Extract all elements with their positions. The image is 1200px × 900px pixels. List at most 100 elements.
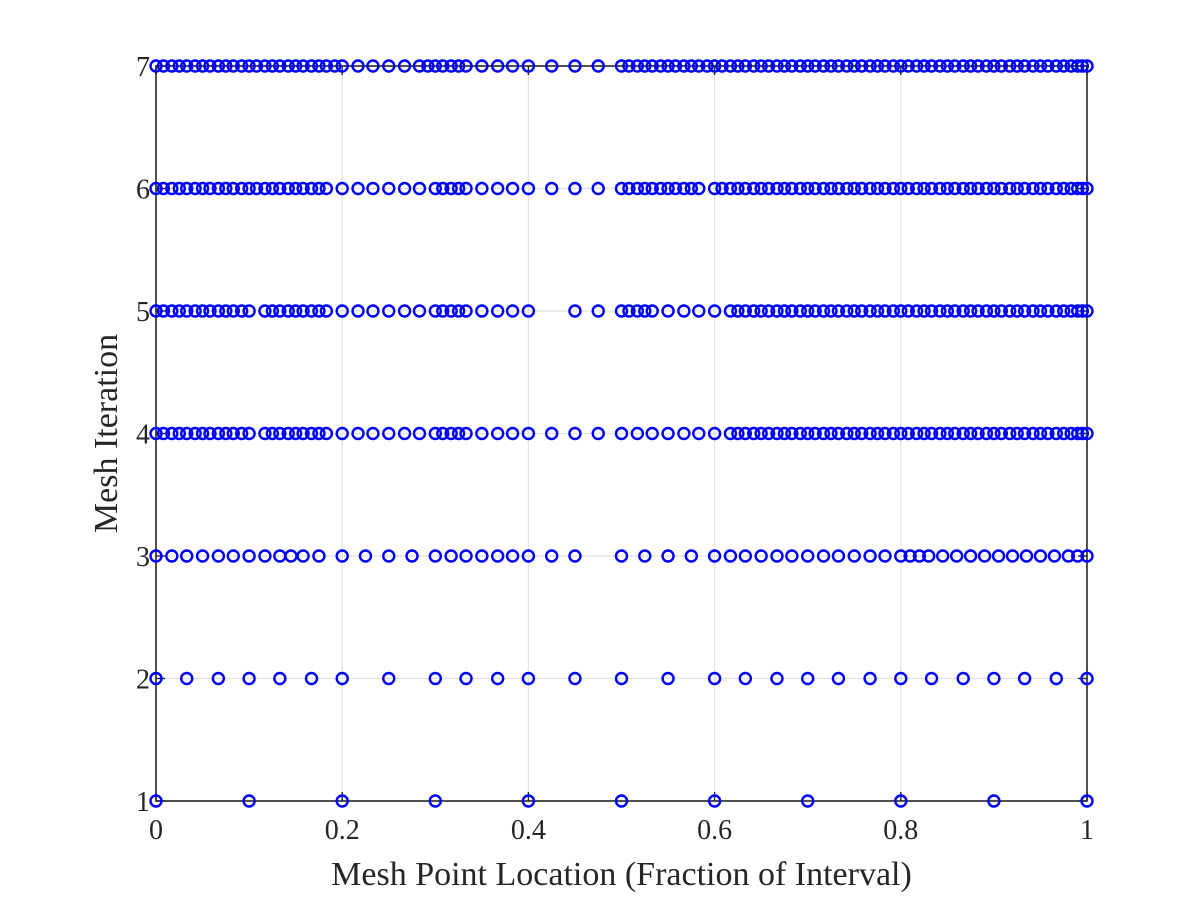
mesh-point — [854, 304, 869, 318]
mesh-point — [661, 549, 675, 563]
mesh-point — [156, 59, 171, 73]
mesh-point — [731, 426, 745, 441]
mesh-point — [963, 59, 978, 73]
mesh-point — [677, 59, 691, 73]
mesh-point — [1057, 426, 1071, 441]
mesh-point — [948, 59, 962, 73]
mesh-point — [692, 181, 706, 196]
mesh-point — [444, 181, 458, 196]
mesh-point — [544, 181, 559, 196]
mesh-point — [436, 181, 450, 196]
mesh-point — [777, 426, 792, 441]
mesh-point — [1003, 181, 1017, 196]
mesh-point — [436, 426, 450, 441]
mesh-point — [258, 549, 272, 563]
mesh-point — [645, 426, 659, 441]
mesh-point — [770, 59, 784, 73]
mesh-point — [505, 59, 520, 73]
mesh-point — [816, 304, 831, 318]
mesh-point — [335, 426, 349, 441]
mesh-point — [761, 181, 776, 196]
mesh-point — [894, 304, 908, 318]
mesh-point — [397, 59, 412, 73]
mesh-point — [149, 671, 163, 686]
mesh-point — [319, 59, 334, 73]
mesh-point — [273, 181, 287, 196]
mesh-point — [963, 181, 978, 196]
mesh-point — [801, 304, 815, 318]
mesh-point — [1026, 181, 1040, 196]
mesh-point — [451, 181, 466, 196]
mesh-point — [180, 549, 194, 563]
mesh-point — [1003, 59, 1017, 73]
mesh-point — [987, 304, 1001, 318]
mesh-point — [831, 304, 846, 318]
mesh-point — [912, 549, 927, 563]
mesh-point — [638, 181, 652, 196]
mesh-point — [987, 181, 1001, 196]
mesh-point — [747, 304, 761, 318]
mesh-point — [761, 304, 776, 318]
mesh-point — [924, 304, 939, 318]
mesh-point — [715, 59, 729, 73]
mesh-point — [249, 59, 264, 73]
mesh-point — [979, 59, 994, 73]
mesh-point — [808, 59, 822, 73]
mesh-point — [948, 304, 962, 318]
mesh-point — [638, 59, 652, 73]
mesh-point — [638, 304, 652, 318]
mesh-point — [1033, 426, 1048, 441]
mesh-point — [935, 549, 950, 563]
mesh-point — [258, 181, 272, 196]
mesh-point — [994, 426, 1009, 441]
mesh-point — [211, 671, 226, 686]
mesh-point — [707, 304, 722, 318]
mesh-point — [351, 426, 365, 441]
mesh-point — [692, 426, 706, 441]
mesh-point — [335, 304, 349, 318]
mesh-point — [304, 426, 319, 441]
mesh-point — [816, 426, 831, 441]
mesh-point — [785, 549, 799, 563]
mesh-point — [847, 426, 861, 441]
mesh-point — [731, 181, 745, 196]
mesh-point — [924, 59, 939, 73]
mesh-point — [723, 59, 738, 73]
mesh-point — [668, 59, 683, 73]
mesh-point — [979, 181, 994, 196]
mesh-point — [956, 181, 970, 196]
mesh-point — [156, 304, 171, 318]
mesh-point — [614, 181, 629, 196]
mesh-point — [940, 59, 955, 73]
mesh-point — [956, 671, 970, 686]
mesh-point — [397, 304, 412, 318]
mesh-point — [1019, 549, 1034, 563]
mesh-point — [1026, 59, 1040, 73]
mesh-point — [242, 549, 256, 563]
mesh-point — [1010, 59, 1024, 73]
mesh-point — [903, 549, 917, 563]
y-axis-label: Mesh Iteration — [88, 334, 125, 533]
mesh-point — [412, 59, 427, 73]
mesh-point — [490, 549, 505, 563]
mesh-point — [544, 59, 559, 73]
mesh-point — [1033, 549, 1048, 563]
mesh-point — [149, 181, 163, 196]
mesh-point — [358, 549, 373, 563]
mesh-point — [630, 304, 645, 318]
mesh-point — [397, 426, 412, 441]
mesh-point — [226, 549, 240, 563]
mesh-point — [211, 426, 226, 441]
mesh-point — [987, 59, 1001, 73]
mesh-point — [622, 304, 636, 318]
mesh-point — [421, 59, 435, 73]
mesh-point — [630, 181, 645, 196]
mesh-point — [1049, 426, 1063, 441]
mesh-point — [840, 426, 854, 441]
mesh-point — [878, 549, 892, 563]
mesh-point — [645, 181, 659, 196]
mesh-point — [661, 426, 675, 441]
mesh-point — [265, 59, 280, 73]
mesh-point — [831, 59, 846, 73]
mesh-point — [242, 304, 256, 318]
